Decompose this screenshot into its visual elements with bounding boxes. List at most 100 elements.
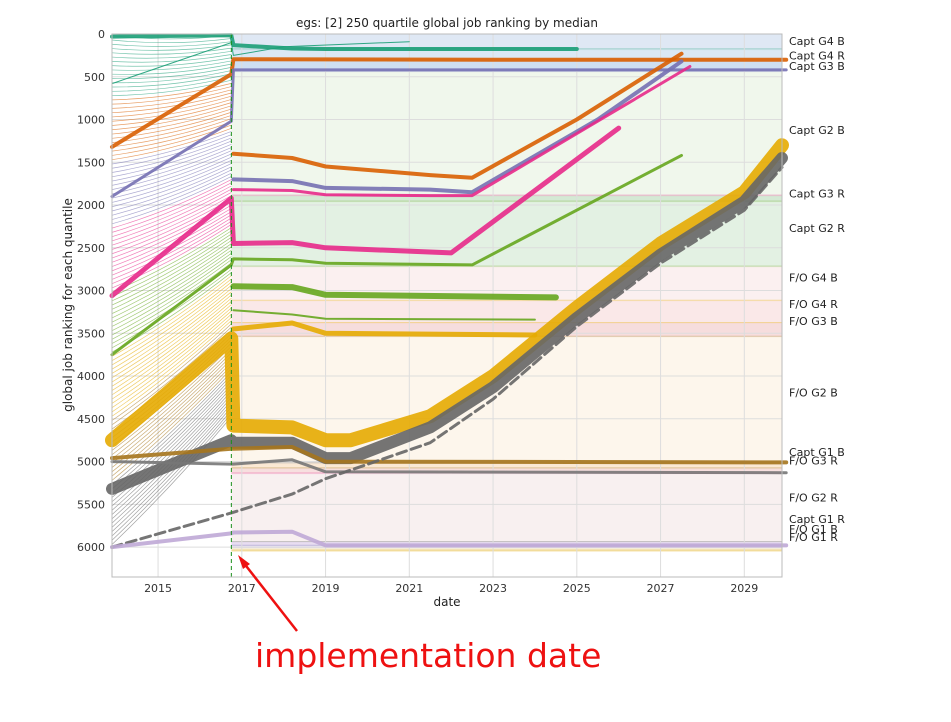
fan-line-7 — [111, 57, 232, 67]
fan-line-104 — [111, 368, 232, 481]
fan-line-38 — [111, 156, 232, 199]
y-tick-label-8: 4000 — [77, 370, 105, 383]
fan-line-87 — [111, 314, 232, 408]
fan-line-46 — [111, 182, 232, 233]
fan-line-103 — [111, 365, 232, 477]
fan-line-77 — [111, 281, 232, 366]
fan-line-6 — [111, 54, 232, 63]
y-tick-label-9: 4500 — [77, 413, 105, 426]
fan-line-2 — [111, 41, 232, 47]
fan-line-61 — [111, 230, 232, 297]
chart-title: egs: [2] 250 quartile global job ranking… — [296, 16, 598, 30]
fan-line-27 — [111, 121, 232, 152]
fan-line-1 — [111, 38, 232, 44]
fan-line-39 — [111, 160, 232, 203]
series-line-14 — [110, 445, 789, 465]
fan-line-34 — [111, 143, 232, 182]
band-label-7: F/O G4 R — [789, 298, 838, 311]
fan-line-66 — [111, 246, 232, 319]
fan-line-63 — [111, 237, 232, 306]
series-line-1 — [111, 41, 410, 85]
band-3 — [231, 71, 782, 196]
x-ticks: 2015 2017 2019 2021 2023 2025 2027 2029 — [144, 582, 758, 595]
series-line-17 — [110, 529, 789, 550]
fan-line-89 — [111, 320, 232, 417]
band-label-13: Capt G1 R — [789, 513, 845, 526]
y-tick-label-3: 1500 — [77, 156, 105, 169]
y-tick-label-4: 2000 — [77, 199, 105, 212]
y-tick-label-12: 6000 — [77, 541, 105, 554]
y-tick-label-2: 1000 — [77, 114, 105, 127]
fan-line-23 — [111, 108, 232, 135]
annotation-text: implementation date — [255, 636, 602, 675]
fan-line-26 — [111, 118, 232, 148]
fan-line-35 — [111, 147, 232, 186]
x-tick-label-6: 2027 — [647, 582, 675, 595]
fan-line-119 — [111, 416, 232, 545]
fan-line-33 — [111, 140, 232, 178]
fan-line-98 — [111, 349, 232, 455]
fan-line-15 — [111, 83, 232, 101]
fan-line-57 — [111, 217, 232, 280]
series-line-4 — [231, 51, 684, 180]
fan-line-53 — [111, 204, 232, 263]
x-tick-label-4: 2023 — [479, 582, 507, 595]
series-line-16 — [110, 165, 784, 549]
band-label-8: F/O G3 B — [789, 315, 838, 328]
x-tick-label-2: 2019 — [312, 582, 340, 595]
band-10 — [231, 463, 782, 469]
fan-line-50 — [111, 195, 232, 250]
series-line-2 — [110, 57, 789, 149]
x-tick-label-5: 2025 — [563, 582, 591, 595]
fan-line-18 — [111, 92, 232, 114]
fan-line-45 — [111, 179, 232, 229]
band-12 — [231, 473, 782, 542]
fan-line-75 — [111, 275, 232, 357]
fan-line-88 — [111, 317, 232, 413]
fan-line-91 — [111, 326, 232, 426]
fan-line-37 — [111, 153, 232, 195]
band-label-0: Capt G4 B — [789, 35, 845, 48]
series-line-3 — [110, 68, 788, 198]
band-4 — [231, 195, 782, 202]
fan-line-83 — [111, 301, 232, 391]
fan-line-43 — [111, 172, 232, 220]
series-line-9 — [230, 283, 559, 301]
fan-line-49 — [111, 192, 232, 246]
fan-line-40 — [111, 163, 232, 208]
band-label-9: F/O G2 B — [789, 386, 838, 399]
y-tick-label-6: 3000 — [77, 285, 105, 298]
band-label-12: F/O G2 R — [789, 491, 838, 504]
fan-line-117 — [111, 410, 232, 537]
x-axis-label: date — [433, 595, 460, 609]
fan-line-73 — [111, 269, 232, 349]
fan-line-112 — [111, 394, 232, 515]
x-tick-label-1: 2017 — [228, 582, 256, 595]
fan-line-105 — [111, 371, 232, 485]
fan-line-79 — [111, 288, 232, 374]
fan-line-116 — [111, 407, 232, 532]
band-label-5: Capt G2 R — [789, 222, 845, 235]
band-1 — [231, 49, 782, 61]
series-line-10 — [232, 309, 536, 321]
fan-line-62 — [111, 233, 232, 302]
band-label-11: F/O G3 R — [789, 455, 838, 468]
fan-line-90 — [111, 323, 232, 421]
band-7 — [231, 300, 782, 324]
x-tick-label-7: 2029 — [730, 582, 758, 595]
fan-line-5 — [111, 50, 232, 59]
series-line-13 — [106, 152, 788, 495]
band-label-3: Capt G2 B — [789, 124, 845, 137]
fan-line-69 — [111, 256, 232, 332]
fan-line-21 — [111, 102, 232, 126]
fan-line-4 — [111, 47, 232, 55]
band-label-1: Capt G4 R — [789, 49, 845, 62]
fan-line-30 — [111, 131, 232, 165]
y-tick-label-1: 500 — [84, 71, 105, 84]
fan-line-10 — [111, 67, 232, 79]
fan-line-84 — [111, 304, 232, 396]
fan-line-70 — [111, 259, 232, 336]
fan-line-47 — [111, 185, 232, 237]
annotation-arrow — [238, 555, 298, 632]
